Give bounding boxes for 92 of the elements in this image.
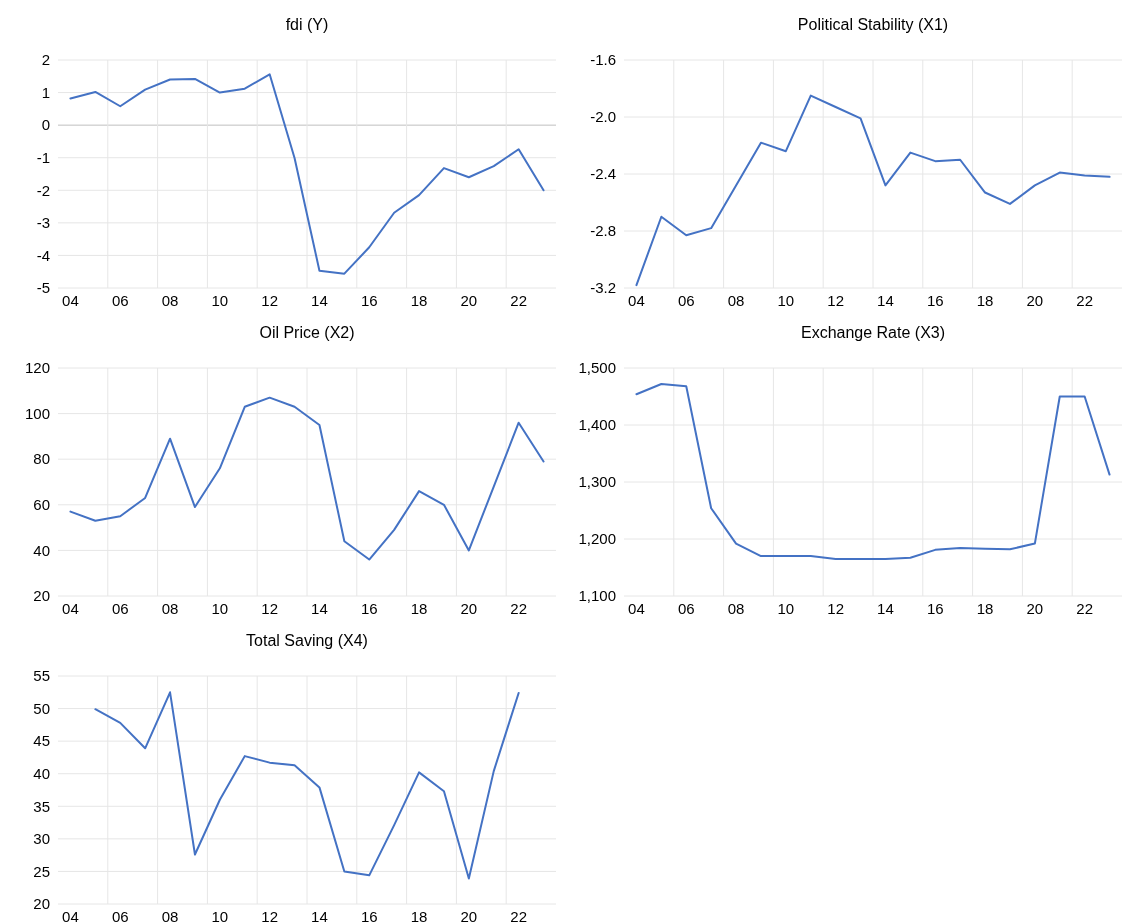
x-tick-label: 20 [460, 908, 478, 924]
x-tick-label: 08 [161, 600, 179, 617]
chart-title: Political Stability (X1) [797, 16, 949, 33]
chart-title: Exchange Rate (X3) [800, 324, 946, 341]
line-series [635, 94, 1111, 287]
y-tick-label: -3.2 [590, 279, 616, 297]
x-tick-label: 22 [510, 908, 527, 924]
x-tick-label: 10 [211, 908, 229, 924]
x-tick-label: 12 [827, 600, 844, 617]
x-tick-label: 06 [677, 600, 695, 617]
y-tick-label: 50 [33, 699, 50, 717]
x-tick-label: 14 [311, 292, 328, 309]
y-tick-label: -2 [36, 181, 50, 199]
x-tick-label: 20 [1026, 600, 1044, 617]
y-tick-label: 30 [33, 830, 50, 848]
y-tick-label: -3 [36, 214, 50, 232]
x-tick-label: 22 [510, 600, 527, 617]
x-tick-label: 04 [628, 600, 645, 617]
x-tick-label: 16 [926, 600, 944, 617]
x-tick-label: 22 [510, 292, 527, 309]
x-tick-label: 16 [360, 600, 378, 617]
x-tick-label: 14 [877, 292, 894, 309]
y-tick-label: 45 [33, 732, 50, 750]
chart-title: Oil Price (X2) [259, 324, 355, 341]
x-tick-label: 20 [460, 600, 478, 617]
x-tick-label: 12 [827, 292, 844, 309]
x-tick-label: 18 [976, 600, 994, 617]
x-tick-label: 18 [410, 908, 428, 924]
x-tick-label: 22 [1076, 600, 1093, 617]
x-tick-label: 04 [62, 292, 79, 309]
y-tick-label: 55 [33, 667, 50, 685]
x-tick-label: 12 [261, 600, 278, 617]
y-tick-label: 2 [41, 51, 50, 69]
x-tick-label: 06 [111, 292, 129, 309]
x-tick-label: 12 [261, 908, 278, 924]
line-series [69, 73, 545, 275]
x-tick-label: 04 [62, 908, 79, 924]
y-tick-label: 100 [24, 404, 50, 422]
line-series [69, 396, 545, 561]
y-tick-label: 80 [33, 450, 50, 468]
x-tick-label: 18 [410, 600, 428, 617]
x-tick-label: 08 [727, 292, 745, 309]
x-tick-label: 16 [360, 908, 378, 924]
x-tick-label: 08 [727, 600, 745, 617]
x-tick-label: 04 [62, 600, 79, 617]
x-tick-label: 10 [777, 600, 795, 617]
x-tick-label: 06 [111, 600, 129, 617]
line-series [94, 691, 520, 880]
y-tick-label: 40 [33, 764, 50, 782]
x-tick-label: 22 [1076, 292, 1093, 309]
x-tick-label: 14 [311, 600, 328, 617]
y-tick-label: -2.4 [590, 165, 616, 183]
x-tick-label: 18 [410, 292, 428, 309]
x-tick-label: 04 [628, 292, 645, 309]
x-tick-label: 10 [211, 292, 229, 309]
y-tick-label: 40 [33, 541, 50, 559]
x-tick-label: 20 [1026, 292, 1044, 309]
x-tick-label: 16 [926, 292, 944, 309]
x-tick-label: 16 [360, 292, 378, 309]
x-tick-label: 08 [161, 292, 179, 309]
y-tick-label: -2.0 [590, 108, 616, 126]
x-tick-label: 18 [976, 292, 994, 309]
y-tick-label: -4 [36, 246, 50, 264]
y-tick-label: 20 [33, 895, 50, 913]
chart-title: Total Saving (X4) [246, 632, 368, 649]
y-tick-label: 1 [41, 83, 50, 101]
chart-title: fdi (Y) [285, 16, 329, 33]
x-tick-label: 20 [460, 292, 478, 309]
y-tick-label: 120 [24, 359, 50, 377]
x-tick-label: 14 [311, 908, 328, 924]
y-tick-label: 35 [33, 797, 50, 815]
y-tick-label: 1,500 [578, 359, 616, 377]
y-tick-label: 25 [33, 862, 50, 880]
x-tick-label: 08 [161, 908, 179, 924]
x-tick-label: 06 [677, 292, 695, 309]
x-tick-label: 10 [777, 292, 795, 309]
x-tick-label: 12 [261, 292, 278, 309]
y-tick-label: 60 [33, 496, 50, 514]
x-tick-label: 10 [211, 600, 229, 617]
y-tick-label: -5 [36, 279, 50, 297]
y-tick-label: -1.6 [590, 51, 616, 69]
y-tick-label: 1,300 [578, 473, 616, 491]
y-tick-label: 1,200 [578, 530, 616, 548]
x-tick-label: 14 [877, 600, 894, 617]
line-series [635, 382, 1111, 560]
y-tick-label: 1,400 [578, 416, 616, 434]
y-tick-label: 0 [41, 116, 50, 134]
y-tick-label: 20 [33, 587, 50, 605]
y-tick-label: -2.8 [590, 222, 616, 240]
y-tick-label: -1 [36, 148, 50, 166]
y-tick-label: 1,100 [578, 587, 616, 605]
x-tick-label: 06 [111, 908, 129, 924]
